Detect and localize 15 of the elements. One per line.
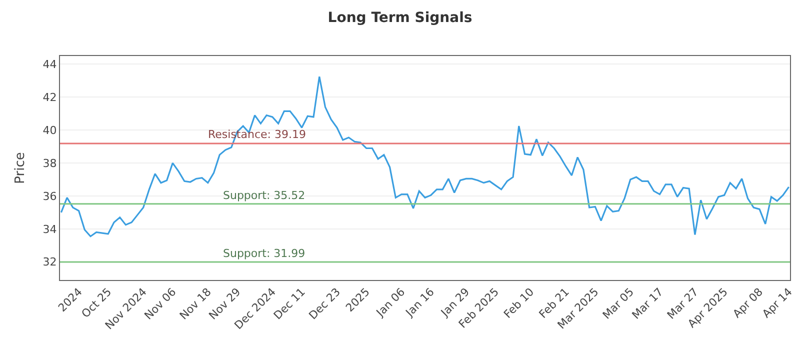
chart-title: Long Term Signals [328,10,472,26]
y-tick-label: 42 [42,91,57,104]
ref-line-label: Support: 35.52 [223,189,306,202]
x-tick-label: Feb 10 [501,286,537,321]
y-tick-label: 38 [42,156,57,170]
y-tick-label: 32 [42,256,57,269]
y-tick-label: 44 [42,58,57,72]
x-tick-label: Jan 16 [402,286,437,320]
ref-line-label: Support: 31.99 [223,247,306,260]
line-series [60,76,790,238]
y-tick-label: 40 [42,124,57,137]
y-tick-label: 36 [42,190,57,203]
x-tick-label: Dec 23 [306,286,343,322]
y-axis-title: Price [13,152,28,184]
y-tick-label: 34 [42,222,57,236]
